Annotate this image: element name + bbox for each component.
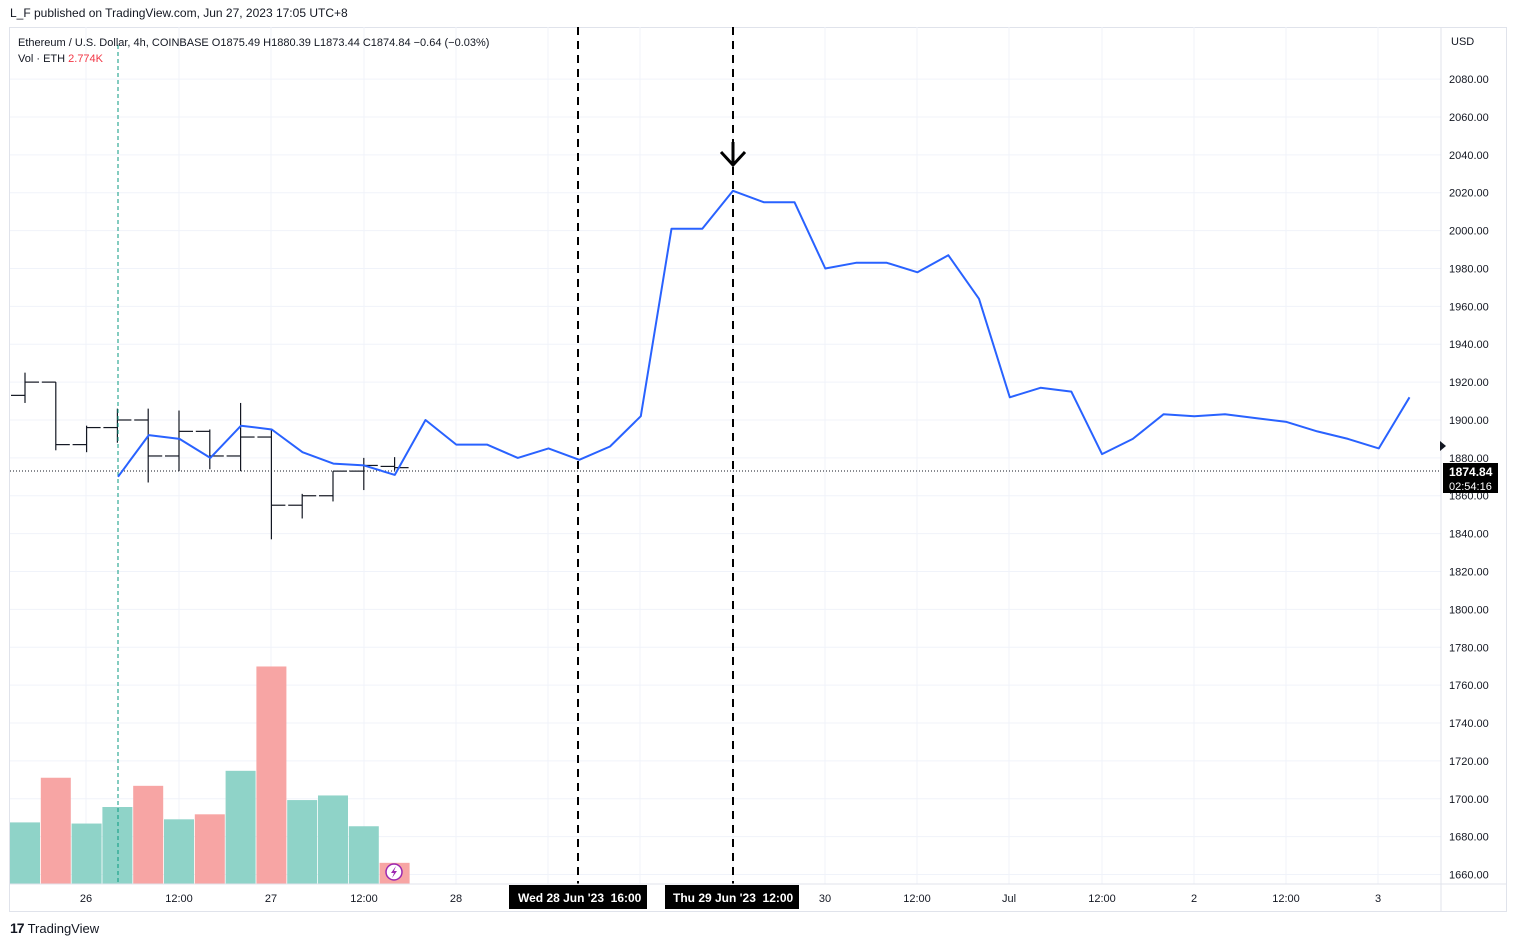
symbol-info: Ethereum / U.S. Dollar, 4h, COINBASE O18… <box>18 37 490 49</box>
x-tick-label: 12:00 <box>1272 893 1300 905</box>
ohlc-bar <box>103 408 132 443</box>
time-highlight-1-label: Wed 28 Jun '23 16:00 <box>518 891 642 905</box>
volume-bar <box>256 666 287 884</box>
volume-bar <box>102 807 133 884</box>
ohlc-bar <box>288 493 317 519</box>
chart-frame <box>9 27 1507 912</box>
volume-bar <box>71 823 102 884</box>
y-tick-label: 1880.00 <box>1449 453 1489 465</box>
tradingview-logo-icon: 17 <box>10 920 25 936</box>
y-tick-label: 1860.00 <box>1449 491 1489 503</box>
y-tick-label: 1660.00 <box>1449 870 1489 882</box>
lightning-icon[interactable] <box>385 863 403 881</box>
volume-label: Vol · ETH <box>18 53 66 65</box>
x-tick-label: 12:00 <box>350 893 378 905</box>
ohlc-bars <box>11 372 409 540</box>
volume-bar <box>164 819 194 884</box>
volume-bar <box>348 826 379 884</box>
price-axis: 2080.00 2060.00 2040.00 2020.00 2000.00 1980.… <box>1449 74 1489 881</box>
x-tick-label: Jul <box>1002 893 1016 905</box>
time-highlight-1: Wed 28 Jun '23 16:00 <box>509 885 647 909</box>
y-tick-label: 1760.00 <box>1449 680 1489 692</box>
chart-grid <box>10 27 1441 884</box>
x-tick-label: 12:00 <box>165 893 193 905</box>
ohlc-bar <box>226 402 255 472</box>
y-tick-label: 1800.00 <box>1449 604 1489 616</box>
y-tick-label: 2000.00 <box>1449 226 1489 238</box>
last-price-badge: 1874.84 02:54:16 <box>1443 463 1498 493</box>
x-tick-label: 28 <box>450 893 462 905</box>
ohlc-bar <box>41 381 70 451</box>
y-tick-label: 2040.00 <box>1449 150 1489 162</box>
time-axis: 26 12:00 27 12:00 28 30 12:00 Jul 12:00 2 12:00 3 <box>80 893 1381 905</box>
ohlc-bar <box>319 470 347 502</box>
volume-bar <box>133 785 164 884</box>
publisher-header: L_F published on TradingView.com, Jun 27… <box>10 6 348 20</box>
footer-brand[interactable]: 17 TradingView <box>10 920 99 936</box>
ohlc-bar <box>72 425 101 453</box>
chart-legend: Ethereum / U.S. Dollar, 4h, COINBASE O18… <box>18 35 489 67</box>
volume-bars <box>10 666 410 884</box>
ohlc-bar <box>349 457 378 491</box>
price-pointer-icon <box>1440 441 1446 451</box>
time-highlight-2: Thu 29 Jun '23 12:00 <box>665 885 799 909</box>
volume-bar <box>194 814 225 884</box>
ohlc-bar <box>380 457 409 471</box>
volume-value: 2.774K <box>68 53 104 65</box>
y-tick-label: 1960.00 <box>1449 301 1489 313</box>
x-tick-label: 30 <box>819 893 831 905</box>
x-tick-label: 3 <box>1375 893 1381 905</box>
y-tick-label: 1920.00 <box>1449 377 1489 389</box>
ohlc-bar <box>134 408 163 483</box>
y-tick-label: 1820.00 <box>1449 567 1489 579</box>
ohlc-bar <box>257 429 286 540</box>
last-price-value: 1874.84 <box>1449 465 1493 479</box>
x-tick-label: 12:00 <box>1088 893 1116 905</box>
ohlc-bar <box>11 372 39 403</box>
x-tick-label: 2 <box>1191 893 1197 905</box>
y-tick-label: 2020.00 <box>1449 188 1489 200</box>
y-tick-label: 1940.00 <box>1449 339 1489 351</box>
bar-countdown: 02:54:16 <box>1449 481 1492 493</box>
y-tick-label: 1700.00 <box>1449 794 1489 806</box>
currency-label: USD <box>1451 36 1474 48</box>
volume-bar <box>40 777 71 884</box>
y-tick-label: 1680.00 <box>1449 832 1489 844</box>
y-tick-label: 1740.00 <box>1449 718 1489 730</box>
time-highlight-2-label: Thu 29 Jun '23 12:00 <box>673 891 794 905</box>
arrow-down-icon <box>719 142 747 168</box>
y-tick-label: 1780.00 <box>1449 642 1489 654</box>
y-tick-label: 1840.00 <box>1449 529 1489 541</box>
ohlc-bar <box>165 410 193 472</box>
y-tick-label: 1900.00 <box>1449 415 1489 427</box>
x-tick-label: 26 <box>80 893 92 905</box>
volume-bar <box>10 822 40 884</box>
volume-bar <box>318 795 348 884</box>
y-tick-label: 1980.00 <box>1449 263 1489 275</box>
volume-bar <box>225 770 256 884</box>
volume-bar <box>287 800 318 884</box>
x-tick-label: 12:00 <box>903 893 931 905</box>
footer-brand-label: TradingView <box>27 920 100 936</box>
y-tick-label: 2060.00 <box>1449 112 1489 124</box>
y-tick-label: 2080.00 <box>1449 74 1489 86</box>
x-tick-label: 27 <box>265 893 277 905</box>
projection-line <box>117 189 1411 478</box>
volume-legend: Vol · ETH 2.774K <box>18 51 489 67</box>
y-tick-label: 1720.00 <box>1449 756 1489 768</box>
